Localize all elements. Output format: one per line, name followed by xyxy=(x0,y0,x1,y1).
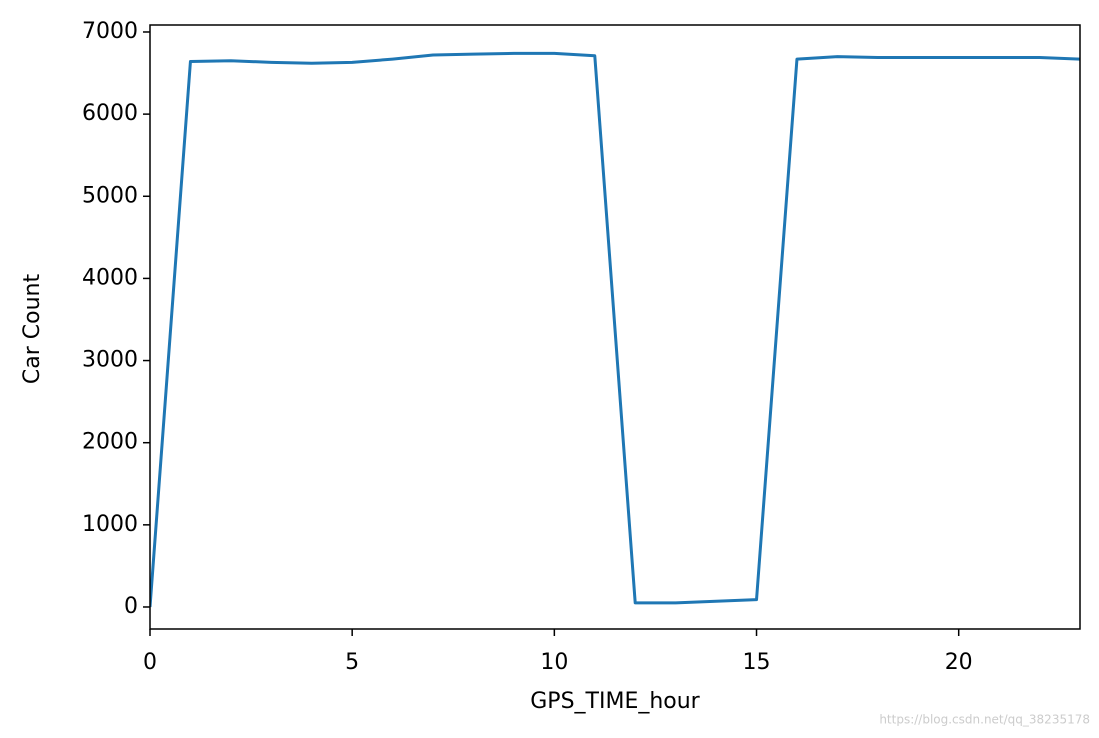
y-tick-label: 6000 xyxy=(82,101,138,126)
x-tick-label: 15 xyxy=(743,650,771,675)
x-tick-label: 20 xyxy=(945,650,973,675)
y-tick-label: 7000 xyxy=(82,19,138,44)
y-tick-label: 1000 xyxy=(82,512,138,537)
y-axis-label: Car Count xyxy=(20,274,45,385)
y-tick-label: 4000 xyxy=(82,265,138,290)
y-tick-label: 0 xyxy=(124,594,138,619)
y-tick-label: 2000 xyxy=(82,430,138,455)
x-tick-label: 10 xyxy=(540,650,568,675)
watermark: https://blog.csdn.net/qq_38235178 xyxy=(879,713,1090,727)
plot-frame xyxy=(149,24,1081,630)
y-tick-label: 3000 xyxy=(82,348,138,373)
x-axis-label: GPS_TIME_hour xyxy=(530,689,700,714)
x-tick-label: 5 xyxy=(345,650,359,675)
line xyxy=(150,51,1080,608)
x-tick-label: 0 xyxy=(143,650,157,675)
y-tick-label: 5000 xyxy=(82,183,138,208)
